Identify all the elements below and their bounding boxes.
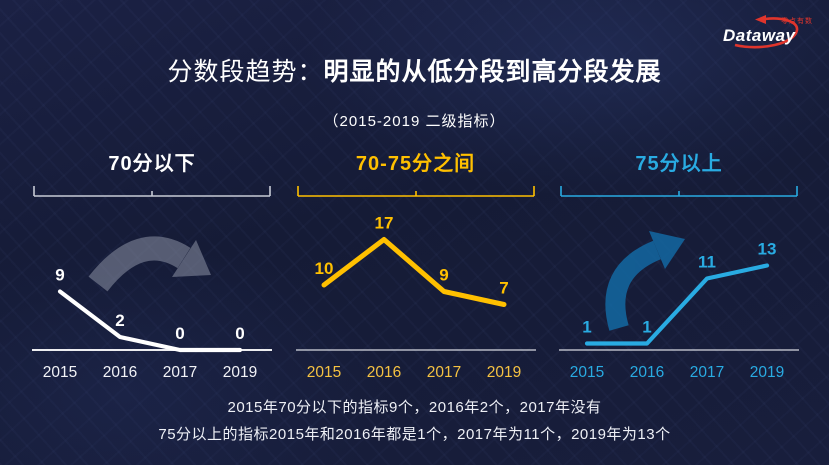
- chart-column-2: 70-75分之间 10 17 9 7 2015 2016 2017 2019: [295, 150, 536, 390]
- data-point-label: 0: [235, 324, 244, 343]
- x-axis-label: 2015: [570, 364, 604, 381]
- x-axis-label: 2019: [486, 364, 520, 381]
- x-axis-label: 2016: [103, 364, 137, 381]
- data-line: [57, 289, 243, 353]
- data-point-label: 10: [314, 259, 333, 278]
- data-point-label: 0: [175, 324, 184, 343]
- data-point-label: 1: [582, 318, 591, 337]
- footer-line-2: 75分以上的指标2015年和2016年都是1个，2017年为11个，2019年为…: [158, 426, 671, 443]
- x-axis-label: 2016: [366, 364, 400, 381]
- data-point-label: 9: [439, 266, 448, 285]
- data-point-label: 11: [698, 253, 716, 272]
- footer-line-1: 2015年70分以下的指标9个，2016年2个，2017年没有: [227, 399, 602, 416]
- footer-notes: 2015年70分以下的指标9个，2016年2个，2017年没有 75分以上的指标…: [0, 394, 829, 448]
- bracket-line: [560, 186, 798, 197]
- trend-arrow-up-icon: [605, 231, 685, 331]
- data-line: [321, 237, 506, 307]
- bracket-line: [296, 186, 535, 197]
- data-point-label: 1: [642, 318, 651, 337]
- x-axis-label: 2017: [163, 364, 197, 381]
- chart-column-1: 70分以下 9 2 0 0 2015 2016 2017 2019: [32, 150, 272, 390]
- x-axis-label: 2016: [630, 364, 664, 381]
- x-axis-label: 2019: [750, 364, 784, 381]
- line-chart-svg: 9 2 0 0 2015 2016 2017 2019: [32, 236, 272, 381]
- x-axis-label: 2015: [43, 364, 77, 381]
- logo-text: Dataway: [723, 26, 796, 45]
- x-axis-label: 2017: [426, 364, 460, 381]
- data-point-label: 13: [758, 240, 777, 259]
- page-title-prefix: 分数段趋势：: [167, 58, 324, 86]
- page-title: 分数段趋势：明显的从低分段到高分段发展: [0, 52, 829, 88]
- line-chart-svg: 10 17 9 7 2015 2016 2017 2019: [295, 214, 536, 381]
- x-axis-label: 2019: [223, 364, 257, 381]
- page-title-emphasis: 明显的从低分段到高分段发展: [323, 58, 662, 86]
- chart-title: 70-75分之间: [355, 153, 476, 175]
- logo-swirl-icon: [734, 15, 799, 49]
- logo-tagline: 零点有数: [781, 18, 813, 25]
- x-axis-label: 2017: [690, 364, 724, 381]
- data-point-label: 17: [374, 214, 393, 233]
- data-point-label: 9: [55, 266, 64, 285]
- chart-column-3: 75分以上 1 1 11 13 2015 2016 2017 2019: [559, 150, 799, 390]
- logo: Dataway 零点有数: [715, 14, 815, 50]
- page-subtitle: （2015-2019 二级指标）: [323, 113, 506, 130]
- data-point-label: 2: [115, 311, 124, 330]
- charts-row: 70分以下 9 2 0 0 2015 2016 2017 2019 70-75分之间 10 17 9 7 2…: [32, 150, 799, 390]
- x-axis-label: 2015: [306, 364, 340, 381]
- chart-title: 75分以上: [635, 153, 723, 175]
- data-line: [584, 263, 770, 346]
- trend-arrow-down-icon: [88, 236, 211, 292]
- bracket-line: [33, 186, 271, 197]
- data-point-label: 7: [499, 279, 508, 298]
- chart-title: 70分以下: [108, 153, 196, 175]
